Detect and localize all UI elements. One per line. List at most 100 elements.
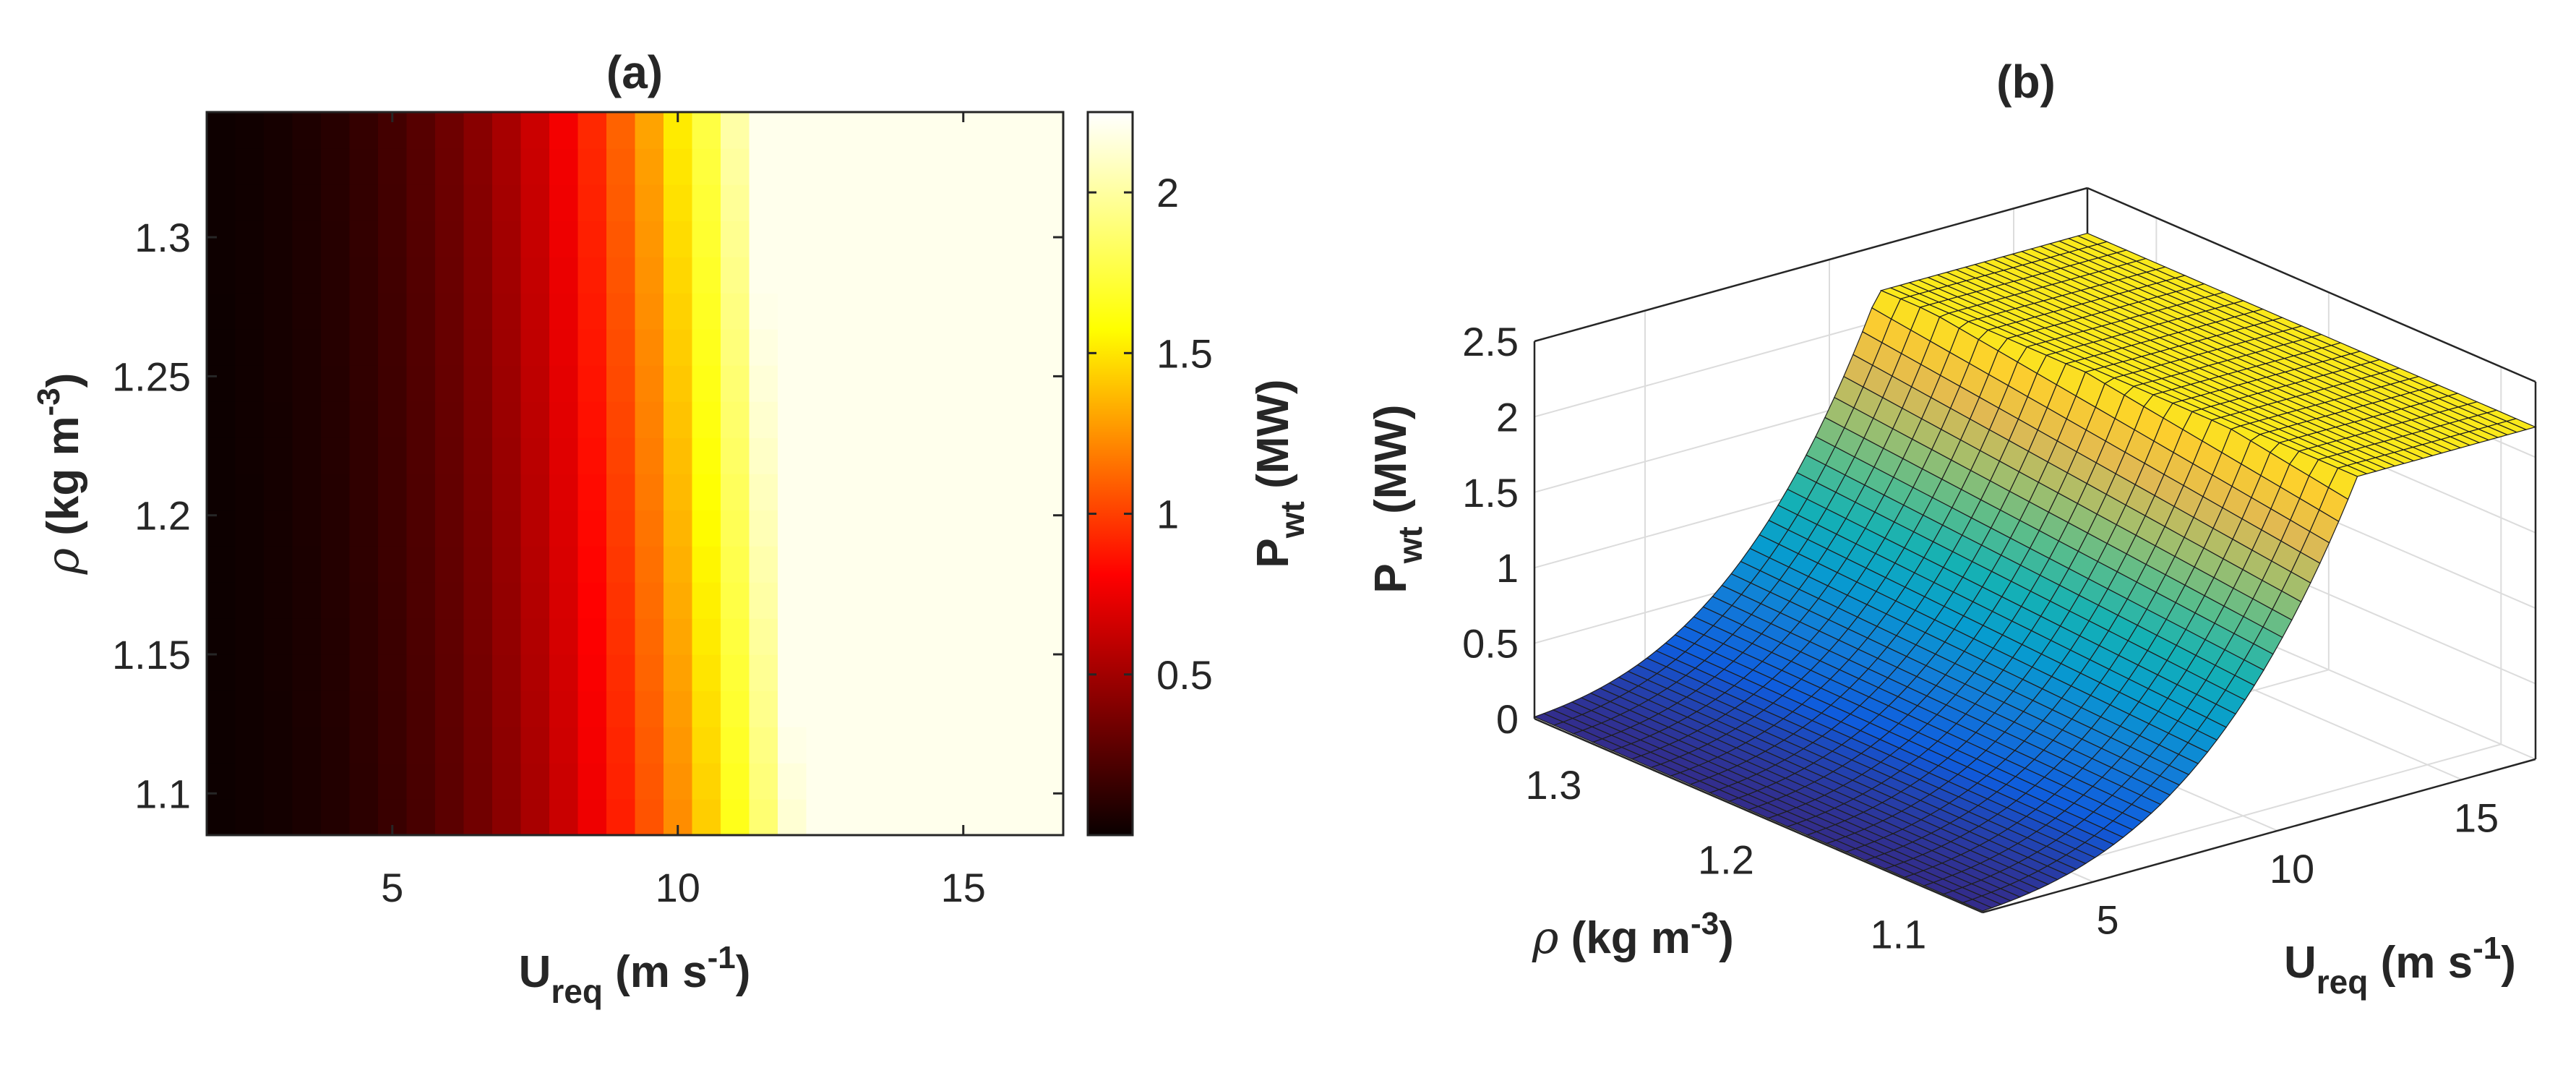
heatmap-cell [749, 546, 778, 583]
heatmap-cell [321, 329, 351, 366]
heatmap-cell [1034, 618, 1064, 655]
surface-box-edge [1534, 717, 1983, 914]
heatmap-cell [349, 329, 379, 366]
heatmap-cell [492, 510, 522, 547]
heatmap-cell [235, 257, 265, 294]
heatmap-cell [264, 691, 293, 727]
heatmap-cell [463, 148, 493, 185]
heatmap-cell [835, 799, 864, 836]
heatmap-cell [1034, 727, 1064, 764]
heatmap-cell [435, 401, 465, 438]
heatmap-cell [492, 437, 522, 474]
heatmap-cell [435, 763, 465, 800]
heatmap-cell [463, 546, 493, 583]
heatmap-cell [1006, 510, 1036, 547]
heatmap-cell [635, 799, 664, 836]
heatmap-cell [463, 618, 493, 655]
heatmap-cell [635, 654, 664, 691]
heatmap-cell [1006, 691, 1036, 727]
heatmap-cell [349, 401, 379, 438]
heatmap-cell [606, 148, 636, 185]
heatmap-cell [721, 799, 750, 836]
heatmap-cell [664, 654, 693, 691]
heatmap-cell [920, 618, 950, 655]
heatmap-cell [721, 293, 750, 330]
heatmap-cell [378, 293, 408, 330]
heatmap-cell [520, 654, 550, 691]
heatmap-cell [892, 691, 922, 727]
heatmap-cell [835, 546, 864, 583]
heatmap-cell [835, 184, 864, 221]
heatmap-cell [863, 582, 893, 619]
heatmap-cell [520, 293, 550, 330]
heatmap-cell [349, 763, 379, 800]
heatmap-cell [1006, 727, 1036, 764]
colorbar [1086, 111, 1134, 837]
heatmap-cell [664, 618, 693, 655]
heatmap-cell [292, 727, 322, 764]
heatmap-cell [235, 437, 265, 474]
heatmap-cell [692, 510, 721, 547]
heatmap-cell [463, 763, 493, 800]
heatmap-cell [863, 437, 893, 474]
heatmap-cell [406, 293, 436, 330]
heatmap-cell [264, 654, 293, 691]
heatmap-cell [321, 691, 351, 727]
heatmap-cell [1034, 691, 1064, 727]
heatmap-cell [721, 437, 750, 474]
heatmap-cell [264, 329, 293, 366]
heatmap-cell [406, 546, 436, 583]
heatmap-cell [292, 799, 322, 836]
heatmap-cell [606, 510, 636, 547]
heatmap-cell [378, 184, 408, 221]
heatmap-cell [749, 148, 778, 185]
heatmap-cell [520, 763, 550, 800]
heatmap-cell [406, 474, 436, 510]
heatmap-cell [949, 727, 979, 764]
heatmap-cell [664, 546, 693, 583]
heatmap-cell [235, 184, 265, 221]
heatmap-cell [863, 763, 893, 800]
heatmap-cell [664, 293, 693, 330]
heatmap-cell [892, 329, 922, 366]
heatmap-cell [463, 221, 493, 257]
heatmap-cell [920, 654, 950, 691]
heatmap-cell [406, 618, 436, 655]
heatmap-cell [235, 618, 265, 655]
heatmap-cell [892, 112, 922, 149]
heatmap-cell [463, 582, 493, 619]
heatmap-cell [920, 510, 950, 547]
heatmap-cell [806, 365, 836, 402]
heatmap-cell [378, 329, 408, 366]
heatmap-cell [606, 654, 636, 691]
heatmap-cell [321, 763, 351, 800]
heatmap-cell [520, 546, 550, 583]
heatmap-cell [1006, 221, 1036, 257]
heatmap-cell [492, 257, 522, 294]
surface-patch [2505, 418, 2537, 430]
heatmap-cell [977, 148, 1007, 185]
heatmap-cell [520, 148, 550, 185]
heatmap-cell [606, 799, 636, 836]
heatmap-cell [806, 691, 836, 727]
heatmap-cell [378, 618, 408, 655]
heatmap-cell [635, 401, 664, 438]
heatmap-cell [378, 727, 408, 764]
heatmap-cell [264, 293, 293, 330]
heatmap-cell [1034, 546, 1064, 583]
heatmap-cell [863, 365, 893, 402]
heatmap-cell [749, 257, 778, 294]
heatmap-cell [264, 221, 293, 257]
heatmap-cell [949, 184, 979, 221]
heatmap-cell [264, 184, 293, 221]
heatmap-cell [606, 763, 636, 800]
colorbar-label: Pwt (MW) [1248, 379, 1311, 568]
heatmap-cell [1006, 437, 1036, 474]
heatmap-x-tick-label: 15 [941, 865, 986, 910]
heatmap-cell [207, 474, 236, 510]
heatmap-cell [321, 546, 351, 583]
heatmap-cell [463, 799, 493, 836]
heatmap-cell [664, 401, 693, 438]
heatmap-cell [435, 221, 465, 257]
heatmap-cell [721, 691, 750, 727]
